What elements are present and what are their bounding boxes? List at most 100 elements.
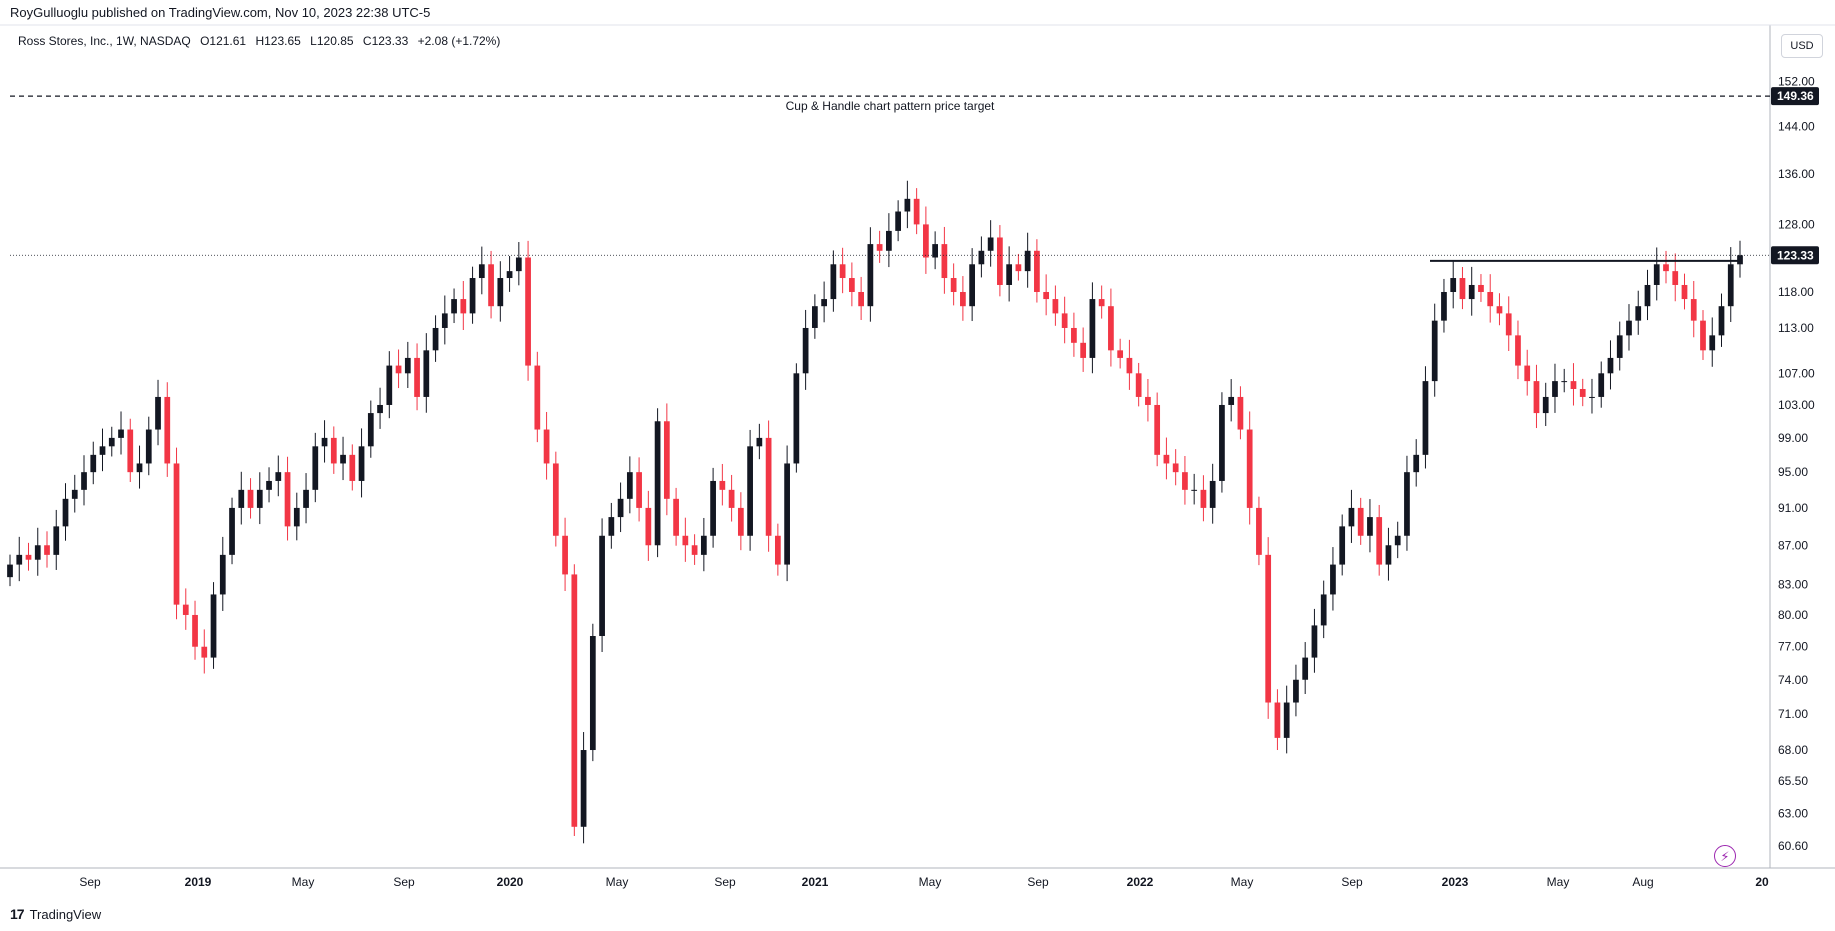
candle — [1727, 247, 1734, 322]
candle — [867, 227, 874, 322]
candle — [1311, 608, 1318, 673]
candle — [923, 206, 929, 274]
candle — [1459, 267, 1466, 310]
candle — [1200, 475, 1207, 522]
x-tick-label: May — [919, 875, 942, 889]
candle — [321, 420, 328, 463]
candle — [1080, 327, 1087, 372]
candle — [1126, 339, 1133, 390]
candle — [1145, 378, 1151, 422]
y-tick-label: 71.00 — [1778, 707, 1808, 721]
candle — [377, 387, 383, 429]
candle — [525, 240, 531, 381]
candle — [386, 351, 393, 419]
candle — [340, 436, 346, 481]
candle — [1616, 321, 1623, 371]
candle — [1635, 290, 1642, 335]
candle — [1737, 240, 1743, 278]
y-tick-label: 113.00 — [1778, 321, 1814, 335]
candle — [626, 456, 633, 514]
candle — [1098, 285, 1105, 319]
candle — [1052, 285, 1059, 326]
candle — [173, 447, 180, 620]
candle — [765, 420, 772, 552]
candle — [1607, 340, 1614, 390]
candle — [53, 509, 60, 570]
y-tick-label: 118.00 — [1778, 285, 1814, 299]
candle — [1626, 304, 1632, 351]
candle — [432, 315, 439, 362]
candle — [478, 246, 485, 295]
candle — [182, 588, 189, 630]
price-lines: Cup & Handle chart pattern price target — [10, 95, 1770, 262]
candle — [404, 341, 411, 389]
legend-change: +2.08 (+1.72%) — [417, 34, 501, 48]
candle — [1246, 411, 1253, 525]
y-tick-label: 128.00 — [1778, 217, 1815, 231]
candle — [1487, 274, 1494, 323]
candle — [997, 225, 1003, 297]
x-tick-label: Sep — [1341, 875, 1363, 889]
candle — [1542, 382, 1549, 427]
candle — [367, 400, 374, 458]
candle — [201, 629, 208, 674]
x-tick-label: 2019 — [185, 875, 212, 889]
candle — [1552, 363, 1558, 413]
candle — [210, 582, 217, 669]
candle — [515, 242, 522, 286]
y-tick-label: 152.00 — [1778, 75, 1815, 89]
candle — [858, 276, 864, 320]
candle — [589, 623, 596, 762]
candle — [1690, 280, 1697, 338]
x-axis[interactable]: Sep 2019 May Sep 2020 May Sep 2021 May Sep 2022 May… — [79, 875, 1769, 889]
candle — [164, 382, 171, 477]
candle — [950, 263, 957, 306]
candle — [1320, 580, 1327, 639]
candles — [7, 180, 1743, 844]
currency-button[interactable]: USD — [1781, 34, 1823, 58]
candle — [1108, 288, 1114, 367]
candle — [645, 490, 652, 561]
x-tick-label: May — [1231, 875, 1254, 889]
y-axis[interactable]: 152.00 144.00 136.00 128.00 118.00 113.00 107.… — [1771, 75, 1819, 853]
candle — [1302, 642, 1309, 695]
candle — [849, 262, 855, 307]
x-tick-label: Aug — [1632, 875, 1653, 889]
x-tick-label: 20 — [1755, 875, 1769, 889]
candle — [774, 523, 781, 576]
candle — [1237, 386, 1244, 440]
candle — [155, 379, 161, 446]
candle — [1182, 455, 1188, 505]
candle — [608, 502, 615, 549]
candle — [1061, 296, 1068, 344]
candle — [127, 418, 134, 483]
candle — [488, 250, 494, 319]
y-tick-label: 80.00 — [1778, 608, 1808, 622]
candle — [839, 247, 846, 294]
candle — [1274, 689, 1281, 751]
candle — [1709, 317, 1716, 367]
x-tick-label: 2020 — [497, 875, 524, 889]
candle — [1015, 253, 1022, 281]
candle — [81, 455, 87, 506]
candle — [414, 343, 420, 411]
candle — [145, 416, 152, 476]
candle — [1043, 274, 1050, 316]
candle — [886, 213, 892, 268]
candle — [1413, 439, 1420, 487]
candle — [1441, 278, 1447, 333]
lightning-bolt-icon[interactable]: ⚡ — [1714, 845, 1736, 867]
candle — [830, 250, 837, 312]
candle — [1505, 296, 1512, 352]
x-tick-label: 2023 — [1442, 875, 1469, 889]
candle — [737, 492, 744, 551]
candle — [673, 487, 679, 546]
candle — [1644, 269, 1651, 321]
candle — [1422, 366, 1429, 469]
candle — [682, 517, 689, 562]
candle — [552, 451, 559, 547]
y-tick-label: 136.00 — [1778, 167, 1815, 181]
candle — [941, 226, 948, 294]
candle — [451, 288, 457, 324]
